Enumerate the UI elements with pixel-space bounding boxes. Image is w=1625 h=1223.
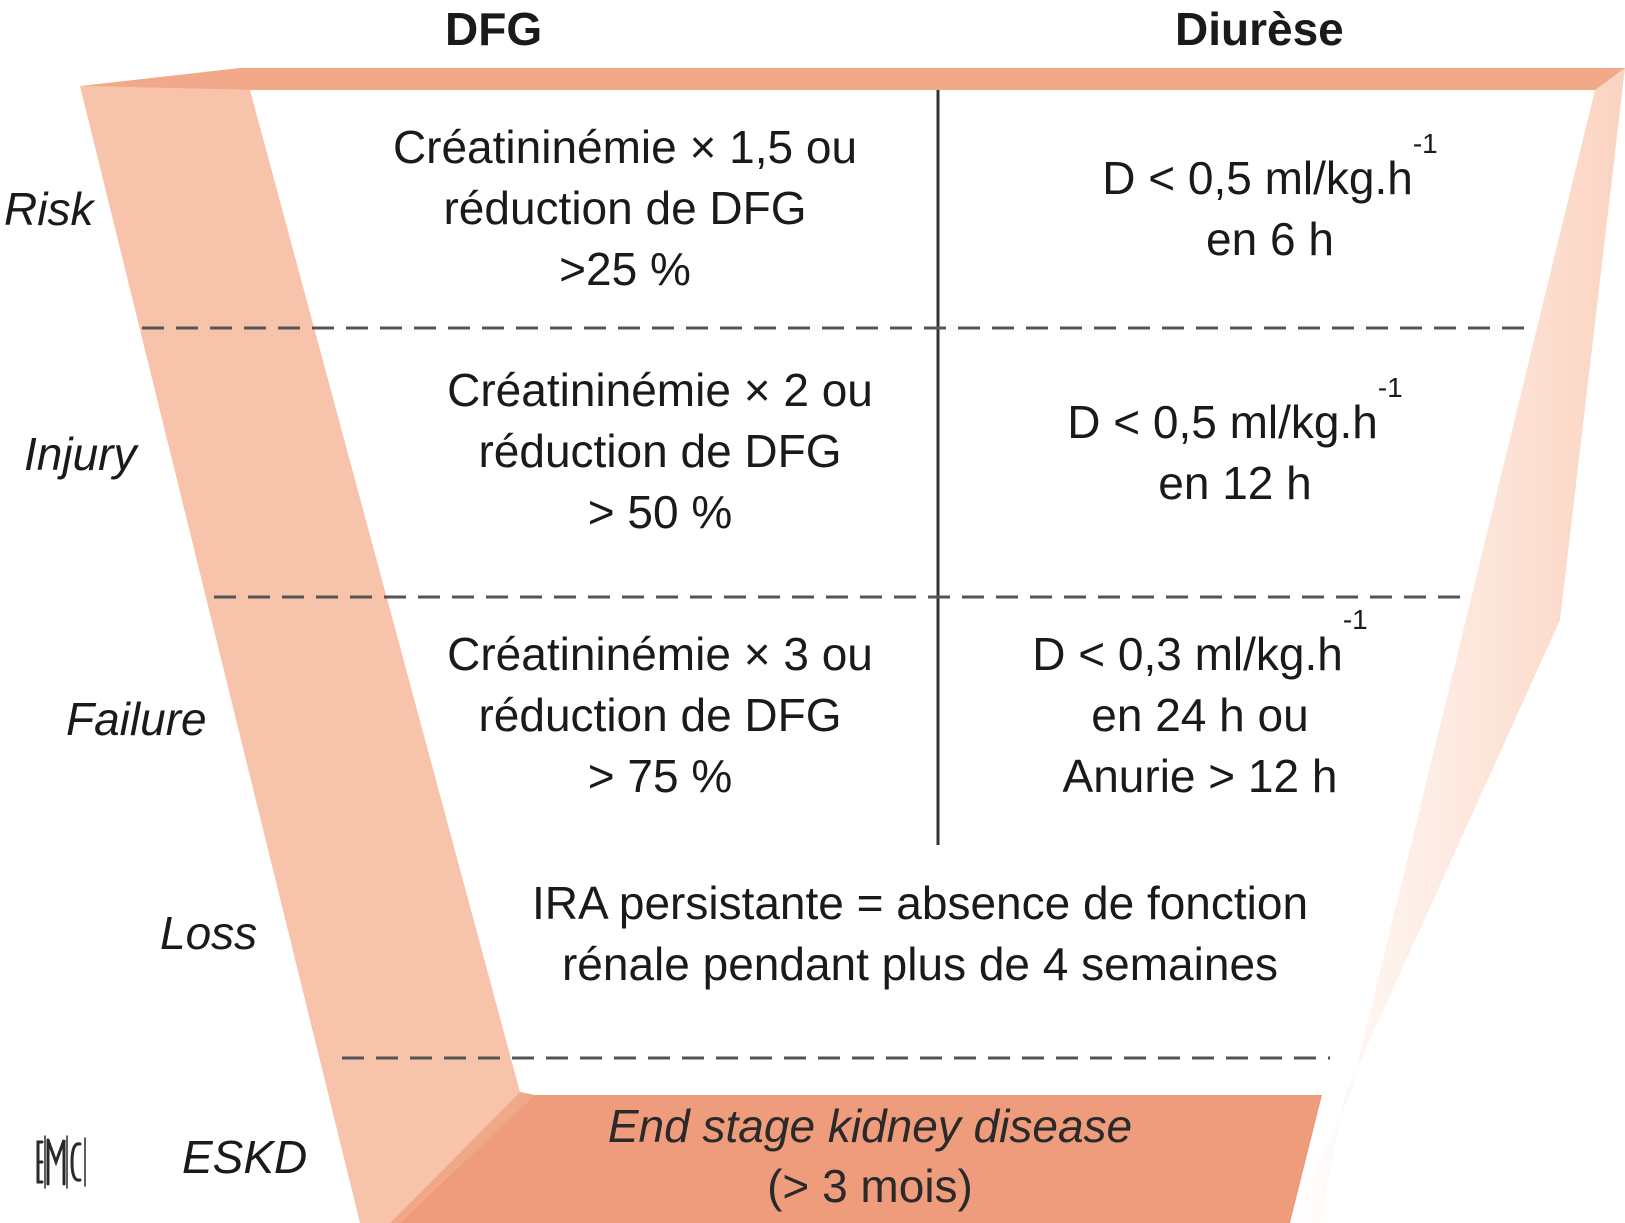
funnel-right-rim	[1290, 68, 1625, 1223]
stage-label-injury: Injury	[24, 428, 137, 480]
funnel-bottom-seam	[390, 1092, 535, 1223]
injury-urine-line-1: D < 0,5 ml/kg.h-1	[1067, 372, 1403, 449]
failure-urine-line-2: en 24 h ou	[1091, 689, 1309, 741]
eskd-line-2: (> 3 mois)	[767, 1160, 973, 1212]
loss-line-1: IRA persistante = absence de fonction	[531, 877, 1309, 929]
failure-gfr-line-3: > 75 %	[587, 750, 733, 802]
failure-urine-line-1: D < 0,3 ml/kg.h-1	[1032, 604, 1368, 681]
failure-urine-criterion: D < 0,3 ml/kg.h-1 en 24 h ou Anurie > 12…	[1000, 604, 1400, 807]
injury-gfr-line-3: > 50 %	[587, 486, 733, 538]
failure-gfr-criterion: Créatininémie × 3 ou réduction de DFG > …	[395, 624, 925, 807]
stage-label-eskd: ESKD	[182, 1131, 308, 1183]
failure-urine-line-3: Anurie > 12 h	[1062, 750, 1338, 802]
injury-urine-criterion: D < 0,5 ml/kg.h-1 en 12 h	[1035, 372, 1435, 514]
risk-urine-line-1: D < 0,5 ml/kg.h-1	[1102, 128, 1438, 205]
injury-gfr-line-2: réduction de DFG	[478, 425, 842, 477]
loss-line-2: rénale pendant plus de 4 semaines	[561, 938, 1279, 990]
risk-urine-criterion: D < 0,5 ml/kg.h-1 en 6 h	[1070, 128, 1470, 270]
eskd-criterion: End stage kidney disease (> 3 mois)	[560, 1096, 1180, 1216]
stage-label-failure: Failure	[66, 693, 207, 745]
risk-urine-line-2: en 6 h	[1206, 213, 1334, 265]
funnel-top-rim	[80, 68, 1625, 90]
eskd-base	[390, 1095, 1322, 1223]
failure-gfr-line-1: Créatininémie × 3 ou	[447, 628, 873, 680]
stage-label-risk: Risk	[4, 183, 94, 235]
injury-gfr-line-1: Créatininémie × 2 ou	[447, 364, 873, 416]
header-gfr: DFG	[445, 3, 543, 55]
risk-gfr-line-3: >25 %	[559, 243, 691, 295]
stage-label-loss: Loss	[160, 907, 258, 959]
failure-gfr-line-2: réduction de DFG	[478, 689, 842, 741]
injury-urine-line-2: en 12 h	[1158, 457, 1312, 509]
funnel-left-wall	[80, 86, 520, 1223]
eskd-line-1: End stage kidney disease	[607, 1100, 1133, 1152]
risk-gfr-line-2: réduction de DFG	[443, 182, 807, 234]
header-urine-output: Diurèse	[1175, 3, 1344, 55]
emc-logo	[36, 1135, 86, 1189]
injury-gfr-criterion: Créatininémie × 2 ou réduction de DFG > …	[395, 360, 925, 543]
loss-criterion: IRA persistante = absence de fonction ré…	[460, 873, 1380, 995]
risk-gfr-line-1: Créatininémie × 1,5 ou	[392, 121, 858, 173]
risk-gfr-criterion: Créatininémie × 1,5 ou réduction de DFG …	[360, 117, 890, 300]
